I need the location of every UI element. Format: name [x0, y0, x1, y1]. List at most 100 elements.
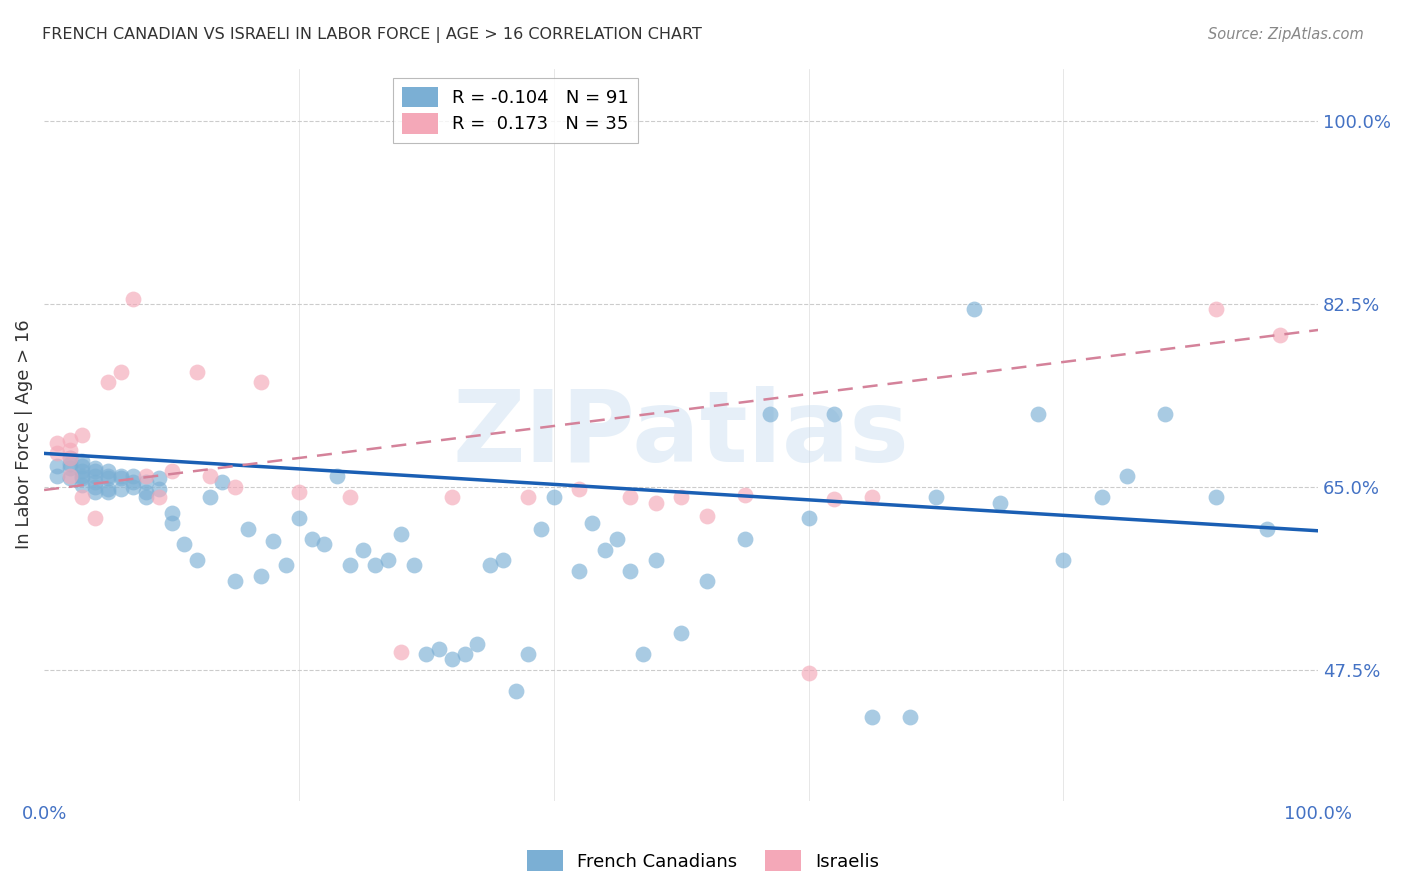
Point — [734, 532, 756, 546]
Point — [110, 482, 132, 496]
Point — [135, 491, 157, 505]
Point — [364, 558, 387, 573]
Point — [288, 485, 311, 500]
Point — [58, 471, 80, 485]
Point — [249, 568, 271, 582]
Point — [314, 537, 336, 551]
Point — [860, 491, 883, 505]
Point — [644, 495, 666, 509]
Point — [84, 464, 107, 478]
Point — [211, 475, 233, 489]
Point — [631, 647, 654, 661]
Point — [389, 527, 412, 541]
Point — [72, 491, 94, 505]
Point — [58, 450, 80, 465]
Point — [110, 471, 132, 485]
Point — [97, 376, 120, 390]
Point — [377, 553, 399, 567]
Point — [262, 534, 284, 549]
Point — [1090, 491, 1112, 505]
Point — [198, 491, 221, 505]
Point — [58, 461, 80, 475]
Point — [669, 491, 692, 505]
Point — [97, 464, 120, 478]
Point — [606, 532, 628, 546]
Point — [45, 436, 67, 450]
Point — [669, 626, 692, 640]
Point — [72, 471, 94, 485]
Text: Source: ZipAtlas.com: Source: ZipAtlas.com — [1208, 27, 1364, 42]
Point — [593, 542, 616, 557]
Point — [465, 637, 488, 651]
Point — [72, 427, 94, 442]
Point — [427, 642, 450, 657]
Point — [1268, 328, 1291, 343]
Y-axis label: In Labor Force | Age > 16: In Labor Force | Age > 16 — [15, 319, 32, 549]
Point — [492, 553, 515, 567]
Point — [72, 477, 94, 491]
Point — [58, 443, 80, 458]
Point — [568, 564, 591, 578]
Text: ZIPatlas: ZIPatlas — [453, 386, 910, 483]
Point — [1052, 553, 1074, 567]
Point — [734, 488, 756, 502]
Point — [186, 553, 208, 567]
Point — [479, 558, 502, 573]
Point — [326, 469, 349, 483]
Point — [110, 365, 132, 379]
Point — [84, 511, 107, 525]
Point — [45, 458, 67, 473]
Point — [1205, 491, 1227, 505]
Point — [135, 485, 157, 500]
Point — [505, 683, 527, 698]
Point — [45, 446, 67, 460]
Point — [122, 475, 145, 489]
Point — [339, 558, 361, 573]
Point — [236, 522, 259, 536]
Text: FRENCH CANADIAN VS ISRAELI IN LABOR FORCE | AGE > 16 CORRELATION CHART: FRENCH CANADIAN VS ISRAELI IN LABOR FORC… — [42, 27, 702, 43]
Point — [110, 469, 132, 483]
Point — [84, 461, 107, 475]
Point — [900, 710, 922, 724]
Point — [58, 450, 80, 465]
Point — [823, 492, 845, 507]
Point — [72, 458, 94, 473]
Point — [160, 516, 183, 531]
Legend: French Canadians, Israelis: French Canadians, Israelis — [520, 843, 886, 879]
Point — [84, 469, 107, 483]
Point — [122, 480, 145, 494]
Point — [696, 574, 718, 588]
Point — [135, 469, 157, 483]
Point — [543, 491, 565, 505]
Point — [72, 464, 94, 478]
Point — [797, 666, 820, 681]
Point — [58, 457, 80, 471]
Point — [568, 482, 591, 496]
Point — [97, 469, 120, 483]
Point — [925, 491, 948, 505]
Point — [97, 471, 120, 485]
Point — [276, 558, 298, 573]
Point — [249, 376, 271, 390]
Point — [1154, 407, 1177, 421]
Point — [72, 453, 94, 467]
Point — [84, 475, 107, 489]
Point — [696, 509, 718, 524]
Point — [860, 710, 883, 724]
Point — [581, 516, 603, 531]
Point — [148, 482, 170, 496]
Point — [759, 407, 782, 421]
Point — [1026, 407, 1049, 421]
Point — [173, 537, 195, 551]
Point — [1116, 469, 1139, 483]
Point — [160, 506, 183, 520]
Point — [797, 511, 820, 525]
Point — [84, 480, 107, 494]
Point — [963, 301, 986, 316]
Point — [453, 647, 475, 661]
Point — [224, 574, 246, 588]
Point — [823, 407, 845, 421]
Point — [135, 475, 157, 489]
Point — [440, 652, 463, 666]
Point — [530, 522, 553, 536]
